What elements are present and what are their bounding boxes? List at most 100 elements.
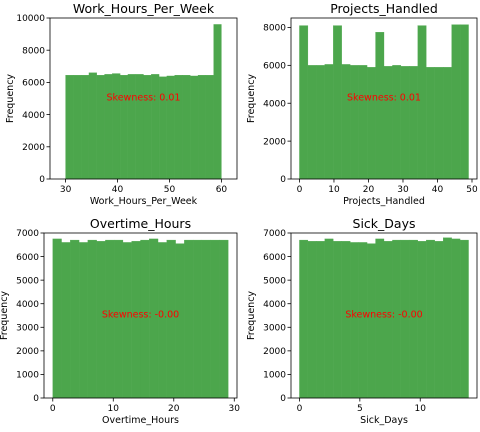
histogram-bar bbox=[205, 75, 214, 180]
skewness-annotation: Skewness: 0.01 bbox=[107, 93, 181, 104]
y-tick-label: 6000 bbox=[263, 253, 286, 263]
y-tick-label: 4000 bbox=[263, 99, 286, 109]
y-tick-label: 5000 bbox=[263, 276, 286, 286]
axes-frame bbox=[49, 17, 238, 180]
histogram-bar bbox=[127, 74, 136, 180]
y-tick-label: 4000 bbox=[16, 300, 39, 310]
histogram-bar bbox=[88, 72, 97, 180]
histogram-bar bbox=[61, 242, 71, 399]
subplot-overtime-hours: 0 10 20 30 0 1000 2000 3000 4000 5000 6000 7000 Over… bbox=[0, 216, 240, 426]
histogram-bar bbox=[135, 74, 144, 180]
histogram-bar bbox=[434, 241, 444, 399]
subplot-title: Overtime_Hours bbox=[90, 216, 191, 231]
histogram-bar bbox=[182, 75, 191, 180]
histogram-bar bbox=[426, 67, 435, 180]
x-tick-label: 30 bbox=[397, 185, 409, 195]
y-axis-label: Frequency bbox=[246, 74, 257, 123]
subplot-title: Sick_Days bbox=[353, 216, 416, 231]
histogram-bar bbox=[65, 75, 74, 180]
y-tick-label: 4000 bbox=[263, 300, 286, 310]
histogram-bar bbox=[190, 75, 199, 180]
x-tick-label: 40 bbox=[112, 185, 124, 195]
subplot-title: Work_Hours_Per_Week bbox=[73, 1, 215, 16]
x-tick-label: 20 bbox=[363, 185, 375, 195]
y-tick-label: 2000 bbox=[263, 137, 286, 147]
y-tick-label: 1000 bbox=[16, 371, 39, 381]
histogram-bar bbox=[375, 32, 385, 180]
y-tick-label: 2000 bbox=[22, 143, 45, 153]
histogram-bar bbox=[341, 64, 351, 180]
x-tick-label: 0 bbox=[50, 404, 56, 414]
x-tick-label: 30 bbox=[60, 185, 72, 195]
histogram-bar bbox=[307, 65, 317, 180]
subplot-title: Projects_Handled bbox=[330, 1, 438, 16]
y-tick-label: 0 bbox=[280, 175, 286, 185]
histogram-bar bbox=[333, 241, 342, 399]
histogram-bar bbox=[451, 24, 461, 180]
x-tick-label: 10 bbox=[328, 185, 340, 195]
x-tick-label: 20 bbox=[168, 404, 180, 414]
y-tick-label: 10000 bbox=[16, 14, 45, 24]
skewness-annotation: Skewness: 0.01 bbox=[347, 93, 421, 104]
y-tick-label: 7000 bbox=[263, 229, 286, 239]
x-axis-label: Projects_Handled bbox=[343, 196, 425, 207]
y-tick-label: 3000 bbox=[263, 323, 286, 333]
y-tick-label: 8000 bbox=[22, 46, 45, 56]
histogram-bar bbox=[96, 75, 105, 180]
histogram-bar bbox=[383, 66, 393, 180]
histogram-bar bbox=[366, 243, 376, 399]
histogram-bar bbox=[333, 25, 342, 180]
y-tick-label: 8000 bbox=[263, 24, 286, 34]
histogram-bar bbox=[443, 237, 452, 399]
histogram-bar bbox=[307, 241, 317, 399]
x-tick-label: 60 bbox=[216, 185, 228, 195]
histogram-bar bbox=[392, 65, 402, 180]
skewness-annotation: Skewness: -0.00 bbox=[102, 310, 179, 321]
histogram-bar bbox=[192, 239, 203, 399]
histogram-bar bbox=[104, 74, 113, 180]
histogram-bar bbox=[143, 75, 152, 180]
y-tick-label: 6000 bbox=[22, 79, 45, 89]
histogram-bar bbox=[219, 239, 229, 399]
histogram-bar bbox=[366, 67, 376, 180]
histogram-bar bbox=[324, 238, 334, 399]
histogram-bar bbox=[451, 238, 461, 399]
y-tick-label: 2000 bbox=[16, 347, 39, 357]
histogram-bar bbox=[316, 65, 325, 180]
histogram-bar bbox=[81, 75, 90, 180]
histogram-bar bbox=[201, 239, 211, 399]
subplot-projects-handled: 0 10 20 30 40 50 0 2000 4000 6000 8000 Projects_Han… bbox=[246, 1, 478, 207]
axes-frame bbox=[290, 232, 478, 399]
skewness-annotation: Skewness: -0.00 bbox=[345, 310, 422, 321]
subplot-work-hours: 30 40 50 60 0 2000 4000 6000 8000 10000 Work_Hours… bbox=[5, 1, 238, 207]
y-tick-label: 7000 bbox=[16, 229, 39, 239]
x-tick-label: 40 bbox=[432, 185, 444, 195]
x-tick-label: 50 bbox=[466, 185, 478, 195]
y-tick-label: 6000 bbox=[16, 253, 39, 263]
subplot-sick-days: 0 5 10 0 1000 2000 3000 4000 5000 6000 7000 Sick_Da… bbox=[246, 216, 478, 426]
y-axis-label: Frequency bbox=[5, 74, 16, 123]
histogram-bar bbox=[316, 241, 325, 399]
histogram-bar bbox=[151, 74, 160, 180]
histogram-bar bbox=[73, 75, 82, 180]
y-tick-label: 4000 bbox=[22, 111, 45, 121]
histogram-bar bbox=[350, 65, 359, 180]
y-tick-label: 0 bbox=[280, 394, 286, 404]
histogram-bar bbox=[426, 239, 435, 399]
histogram-bar bbox=[52, 238, 62, 399]
histogram-bar bbox=[459, 24, 469, 180]
y-tick-label: 5000 bbox=[16, 276, 39, 286]
histogram-bar bbox=[174, 75, 183, 180]
histogram-bar bbox=[119, 75, 129, 180]
x-tick-label: 30 bbox=[229, 404, 241, 414]
histogram-bar bbox=[213, 24, 222, 180]
x-tick-label: 0 bbox=[297, 404, 303, 414]
axes-frame bbox=[43, 232, 238, 399]
histogram-bar bbox=[358, 65, 368, 180]
histogram-bar bbox=[324, 64, 334, 180]
histogram-bar bbox=[78, 242, 89, 399]
y-tick-label: 2000 bbox=[263, 347, 286, 357]
histogram-bar bbox=[197, 75, 206, 180]
y-tick-label: 6000 bbox=[263, 62, 286, 72]
